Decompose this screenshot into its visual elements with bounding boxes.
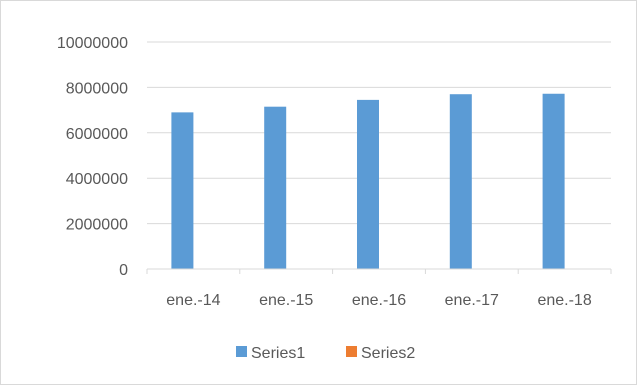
- x-tick-label: ene.-14: [166, 292, 220, 309]
- axes: 0 2000000 4000000 6000000 8000000 10000000 ene…: [57, 35, 612, 309]
- x-tick-label: ene.-16: [352, 292, 406, 309]
- x-tick-label: ene.-17: [445, 292, 499, 309]
- legend-swatch-series1: [236, 346, 247, 357]
- y-tick-label: 10000000: [57, 35, 128, 52]
- legend-label-series1: Series1: [251, 345, 305, 362]
- bars: [171, 93, 565, 270]
- bar-series1-1: [171, 112, 194, 270]
- y-tick-label: 2000000: [66, 217, 128, 234]
- bar-series1-2: [264, 106, 287, 269]
- y-tick-label: 0: [119, 262, 128, 279]
- legend-label-series2: Series2: [361, 345, 415, 362]
- x-tick-label: ene.-18: [537, 292, 591, 309]
- y-tick-label: 8000000: [66, 80, 128, 97]
- x-tick-label: ene.-15: [259, 292, 313, 309]
- y-tick-label: 4000000: [66, 171, 128, 188]
- bar-series1-4: [449, 94, 472, 270]
- legend: Series1 Series2: [236, 345, 415, 362]
- legend-swatch-series2: [346, 346, 357, 357]
- bar-series1-5: [542, 93, 565, 269]
- bar-series1-3: [357, 99, 379, 269]
- y-tick-label: 6000000: [66, 126, 128, 143]
